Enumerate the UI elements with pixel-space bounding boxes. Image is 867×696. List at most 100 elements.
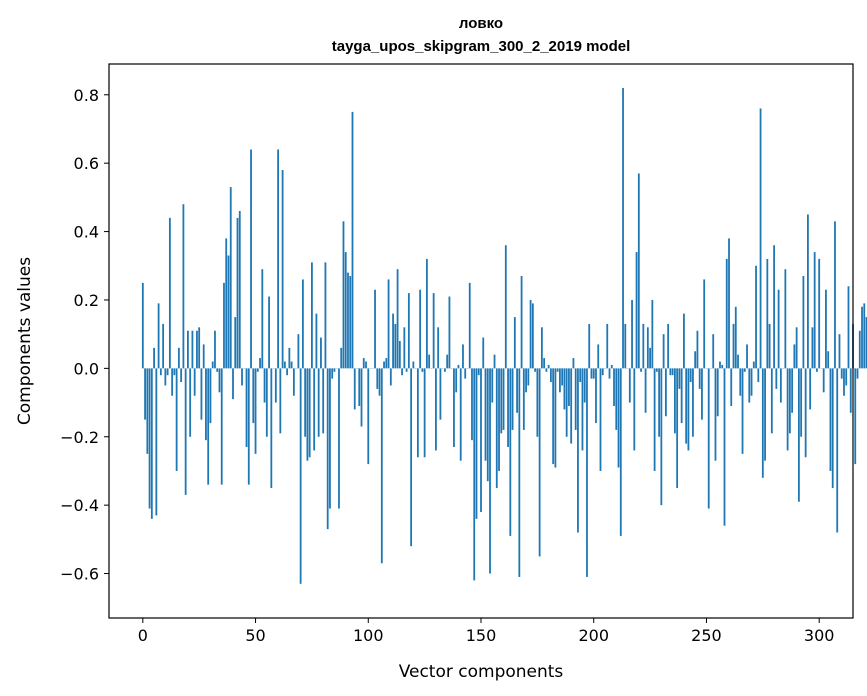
bar <box>739 368 742 396</box>
bar <box>788 368 791 434</box>
bar <box>491 368 494 403</box>
bar <box>536 368 539 437</box>
bar <box>800 368 803 437</box>
bar <box>595 368 597 424</box>
bar <box>394 323 397 369</box>
bar <box>849 368 852 413</box>
bar <box>468 282 471 369</box>
bar <box>619 368 622 536</box>
bar <box>432 293 435 369</box>
bar <box>628 368 631 403</box>
bar <box>216 368 219 372</box>
bar <box>856 368 859 379</box>
bar <box>777 289 780 369</box>
bar <box>843 368 845 396</box>
bar <box>646 327 649 369</box>
bar <box>827 351 830 369</box>
bar <box>329 368 331 509</box>
bar <box>223 282 225 369</box>
bar <box>658 368 661 437</box>
bar <box>187 330 189 369</box>
bar <box>669 368 672 376</box>
bar <box>538 368 541 557</box>
bar <box>480 368 482 512</box>
y-tick-label: −0.2 <box>60 428 99 447</box>
bar <box>513 317 516 369</box>
bar <box>572 358 575 369</box>
bar <box>157 303 160 369</box>
bar <box>144 368 146 420</box>
bar <box>761 368 764 478</box>
bar <box>804 368 807 458</box>
bar <box>716 368 719 417</box>
bar <box>529 299 532 369</box>
bar <box>825 289 827 369</box>
bar <box>743 368 746 372</box>
bar <box>838 334 841 369</box>
bar <box>588 323 591 369</box>
bar <box>511 368 514 430</box>
bar <box>786 368 789 451</box>
bar <box>405 368 408 372</box>
bar <box>281 170 284 369</box>
bar <box>624 323 627 369</box>
bar <box>565 368 568 437</box>
bar <box>299 368 302 584</box>
bar <box>755 265 757 369</box>
bar <box>667 323 670 369</box>
bar <box>680 368 683 424</box>
bar <box>831 368 834 489</box>
bar <box>259 358 261 369</box>
chart-title: ловко <box>459 15 503 32</box>
bar <box>232 368 234 400</box>
bar <box>313 368 316 451</box>
bar <box>254 368 257 454</box>
bar <box>678 368 681 389</box>
bar <box>534 368 537 372</box>
y-tick-label: −0.4 <box>60 496 99 515</box>
bar <box>631 299 633 369</box>
bar <box>162 323 165 369</box>
bar <box>633 368 636 451</box>
bar <box>764 368 766 461</box>
bar <box>189 368 192 437</box>
y-axis-label: Components values <box>15 257 35 425</box>
bar <box>615 368 618 430</box>
bar <box>403 327 406 369</box>
bar <box>439 368 442 420</box>
x-tick-label: 0 <box>138 626 148 645</box>
bar <box>218 368 221 393</box>
bar <box>425 258 428 369</box>
bar <box>245 368 248 448</box>
chart-subtitle: tayga_upos_skipgram_300_2_2019 model <box>332 38 631 55</box>
bar <box>748 368 751 403</box>
bar <box>205 368 207 441</box>
bar <box>577 368 579 533</box>
bar <box>543 358 546 369</box>
bar <box>495 368 498 489</box>
bar <box>351 111 354 369</box>
x-axis: 0 50 100 150 200 250 300 <box>138 618 834 645</box>
bar <box>326 368 329 530</box>
bar <box>331 368 334 379</box>
bar <box>671 368 674 376</box>
bar <box>353 368 356 410</box>
bar <box>712 334 715 369</box>
bar <box>741 368 744 454</box>
bar <box>651 299 654 369</box>
bar <box>378 368 381 396</box>
bar <box>419 289 422 369</box>
bar <box>435 368 437 451</box>
bar <box>288 347 291 369</box>
bar <box>200 368 203 420</box>
bar <box>773 245 775 369</box>
bar <box>279 368 282 434</box>
bar <box>622 87 624 369</box>
bar <box>703 279 706 369</box>
bar <box>392 313 394 369</box>
bar <box>261 269 264 369</box>
bar <box>784 269 787 369</box>
bar <box>338 368 340 509</box>
bar <box>444 368 446 372</box>
bar <box>173 368 176 376</box>
